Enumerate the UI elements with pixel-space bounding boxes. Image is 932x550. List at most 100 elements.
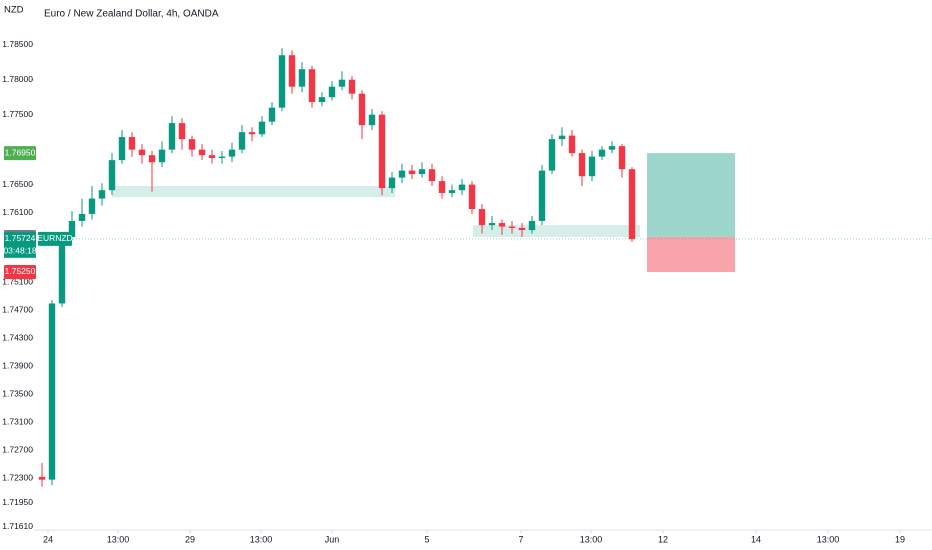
candle-body [288,55,296,87]
loss-zone [647,237,735,272]
candle-body [258,121,266,135]
candle-body [108,160,116,191]
candle-body [618,146,626,170]
x-tick-label: 13:00 [107,534,130,544]
chart-title: Euro / New Zealand Dollar, 4h, OANDA [44,9,219,20]
y-tick-label: 1.76100 [2,207,33,217]
support-zone [473,225,640,238]
candle-body [378,114,386,189]
candle-body [438,181,446,193]
y-tick-label: 1.73100 [2,417,33,427]
candle-body [78,213,86,221]
stop-tag-bg [4,264,36,279]
candle-body [188,139,196,150]
candle-body [128,137,136,150]
candle-body [428,169,436,182]
y-tick-label: 1.78500 [2,39,33,49]
candle-body [278,55,286,108]
candle-body [388,177,396,189]
x-tick-label: 13:00 [250,534,273,544]
candle-body [448,190,456,193]
stop-tag: 1.75250 [5,266,36,276]
candle-body [458,184,466,191]
countdown: 03:48:18 [3,246,36,256]
target-tag-bg [4,146,36,161]
candle-body [318,97,326,103]
candle-body [408,170,416,175]
x-tick-label: 7 [518,534,523,544]
y-tick-label: 1.76500 [2,179,33,189]
candle-body [588,156,596,177]
candle-body [398,170,406,178]
y-tick-label: 1.71950 [2,497,33,507]
candle-body [178,123,186,140]
candle-body [118,137,126,161]
currency-label: NZD [4,5,24,16]
candle-body [248,132,256,135]
candle-body [508,226,516,228]
candle-body [418,169,426,175]
candle-body [198,149,206,156]
y-tick-label: 1.71610 [2,521,33,531]
y-tick-label: 1.72700 [2,445,33,455]
symbol-tag: EURNZD [37,233,72,243]
x-tick-label: 5 [424,534,429,544]
candle-body [358,93,366,126]
x-tick-label: 13:00 [580,534,603,544]
candle-body [628,169,636,240]
candle-body [598,149,606,157]
y-tick-label: 1.78000 [2,74,33,84]
last-price-tag-bg [4,231,36,246]
x-tick-label: 14 [751,534,761,544]
candle-body [148,155,156,163]
candle-body [68,220,76,238]
y-tick-label: 1.74300 [2,333,33,343]
candle-body [208,155,216,159]
candle-body [298,69,306,87]
candle-body [478,209,486,226]
x-tick-label: 24 [43,534,53,544]
candle-body [238,132,246,150]
profit-zone [647,153,735,238]
symbol-tag-bg [38,231,72,246]
candle-body [608,146,616,150]
candle-body [528,220,536,231]
x-tick-label: 12 [658,534,668,544]
candle-body [38,476,46,480]
candle-body [468,184,476,210]
y-tick-label: 1.73500 [2,389,33,399]
x-tick-label: 13:00 [817,534,840,544]
last-price-tag: 1.75724 [5,233,36,243]
candle-body [328,86,336,98]
candle-body [268,107,276,122]
candle-body [218,156,226,159]
candle-body [488,223,496,226]
candle-body [168,123,176,150]
candle-body [138,149,146,156]
y-tick-label: 1.74700 [2,305,33,315]
support-zone [112,185,395,198]
candle-body [498,223,506,227]
y-tick-label: 1.77500 [2,109,33,119]
candle-body [158,149,166,163]
candle-body [578,153,586,177]
candle-body [348,79,356,94]
candle-body [88,198,96,214]
target-tag: 1.76950 [5,147,36,157]
candle-body [228,149,236,157]
y-tick-label: 1.73900 [2,361,33,371]
candle-body [48,303,56,480]
candle-body [518,227,526,231]
candle-body [58,237,66,304]
y-tick-label: 1.75100 [2,277,33,287]
candle-body [538,170,546,221]
x-tick-label: Jun [325,534,340,544]
candle-body [558,135,566,140]
candle-body [568,135,576,154]
candle-body [368,114,376,126]
countdown-bg [4,244,36,258]
candle-body [338,79,346,87]
x-tick-label: 29 [185,534,195,544]
candle-body [308,69,316,103]
